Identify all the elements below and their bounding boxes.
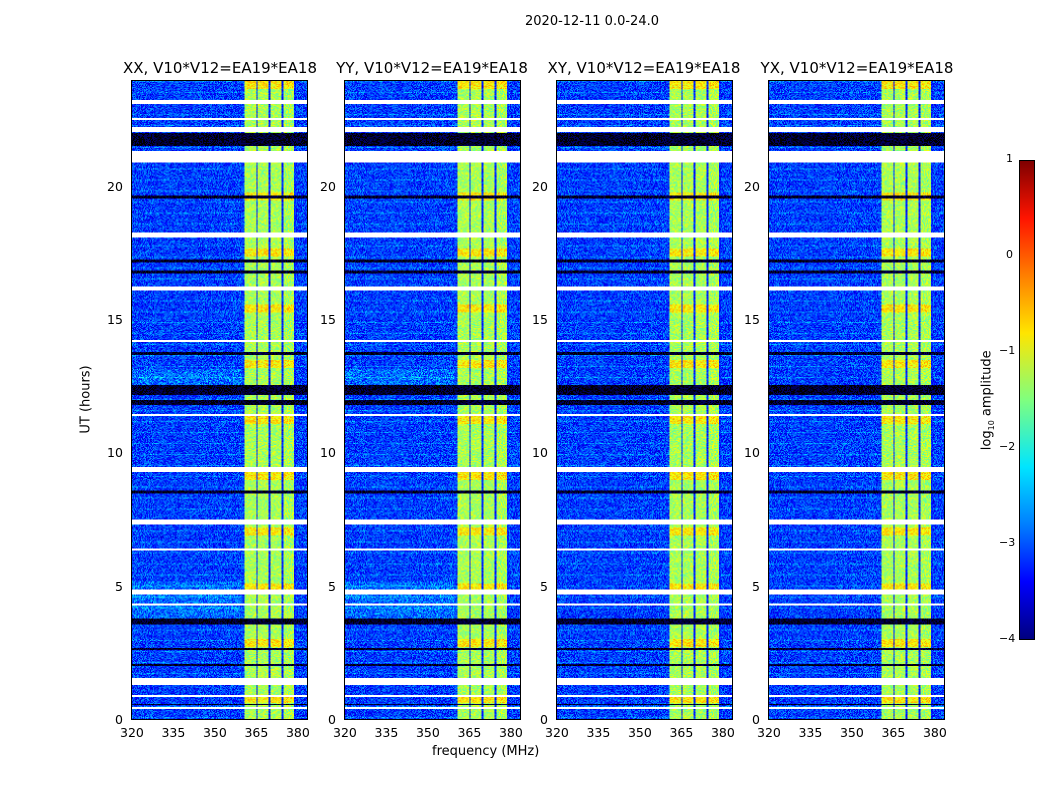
y-tick-label: 10 <box>744 445 760 461</box>
x-tick-label: 320 <box>757 725 781 740</box>
y-tick-label: 15 <box>744 312 760 327</box>
colorbar-tick-label: −3 <box>999 536 1016 549</box>
colorbar-tick-label: 0 <box>1006 248 1013 261</box>
y-tick-label: 5 <box>328 578 336 594</box>
x-tick-label: 335 <box>161 725 186 740</box>
x-tick-label: 320 <box>545 725 569 740</box>
colorbar-tick-label: 1 <box>1006 152 1013 165</box>
y-tick-label: 5 <box>540 578 548 594</box>
x-tick-label: 320 <box>333 725 357 740</box>
y-tick-label: 20 <box>532 178 548 194</box>
figure-title: 2020-12-11 0.0-24.0 <box>525 14 659 29</box>
x-tick-label: 380 <box>922 725 947 740</box>
y-tick-label: 15 <box>107 312 123 327</box>
x-tick-label: 350 <box>627 725 652 740</box>
colorbar-tick-label: −4 <box>999 632 1016 645</box>
y-tick-label: 10 <box>320 445 336 461</box>
colorbar-label-rest: amplitude <box>979 350 995 421</box>
panel-title-yy: YY, V10*V12=EA19*EA18 <box>336 59 528 77</box>
x-tick-label: 335 <box>374 725 399 740</box>
y-tick-label: 0 <box>115 712 123 727</box>
colorbar-label: log10 amplitude <box>980 350 997 450</box>
y-tick-label: 5 <box>115 578 123 594</box>
panel-title-xy: XY, V10*V12=EA19*EA18 <box>547 59 741 77</box>
y-tick-label: 0 <box>328 712 336 727</box>
heatmap-panel-yy <box>344 80 521 720</box>
colorbar-tick-label: −1 <box>999 344 1016 357</box>
x-tick-label: 365 <box>881 725 906 740</box>
colorbar-label-sub: 10 <box>987 420 997 431</box>
y-tick-label: 5 <box>752 578 760 594</box>
x-tick-label: 335 <box>586 725 611 740</box>
y-tick-label: 0 <box>752 712 760 727</box>
y-axis-label: UT (hours) <box>78 365 94 434</box>
x-tick-label: 350 <box>415 725 440 740</box>
x-tick-label: 365 <box>457 725 482 740</box>
heatmap-panel-xx <box>131 80 308 720</box>
heatmap-yy <box>345 81 520 719</box>
heatmap-xx <box>132 81 307 719</box>
x-tick-label: 335 <box>798 725 823 740</box>
x-tick-label: 380 <box>710 725 735 740</box>
panel-title-xx: XX, V10*V12=EA19*EA18 <box>122 59 318 77</box>
y-tick-label: 10 <box>532 445 548 461</box>
x-tick-label: 350 <box>202 725 227 740</box>
x-tick-label: 380 <box>285 725 310 740</box>
heatmap-xy <box>557 81 732 719</box>
y-tick-label: 20 <box>320 178 336 194</box>
heatmap-panel-yx <box>768 80 945 720</box>
y-tick-label: 20 <box>107 178 123 194</box>
x-tick-label: 365 <box>244 725 269 740</box>
colorbar-tick-label: −2 <box>999 440 1016 453</box>
colorbar-label-log: log <box>979 430 995 451</box>
heatmap-panel-xy <box>556 80 733 720</box>
y-tick-label: 15 <box>320 312 336 327</box>
x-tick-label: 380 <box>498 725 523 740</box>
x-axis-label: frequency (MHz) <box>432 744 540 759</box>
colorbar <box>1019 160 1035 640</box>
x-tick-label: 320 <box>120 725 144 740</box>
x-tick-label: 350 <box>839 725 864 740</box>
y-tick-label: 10 <box>107 445 123 461</box>
y-tick-label: 20 <box>744 178 760 194</box>
y-tick-label: 0 <box>540 712 548 727</box>
heatmap-yx <box>769 81 944 719</box>
x-tick-label: 365 <box>669 725 694 740</box>
panel-title-yx: YX, V10*V12=EA19*EA18 <box>760 59 954 77</box>
y-tick-label: 15 <box>532 312 548 327</box>
